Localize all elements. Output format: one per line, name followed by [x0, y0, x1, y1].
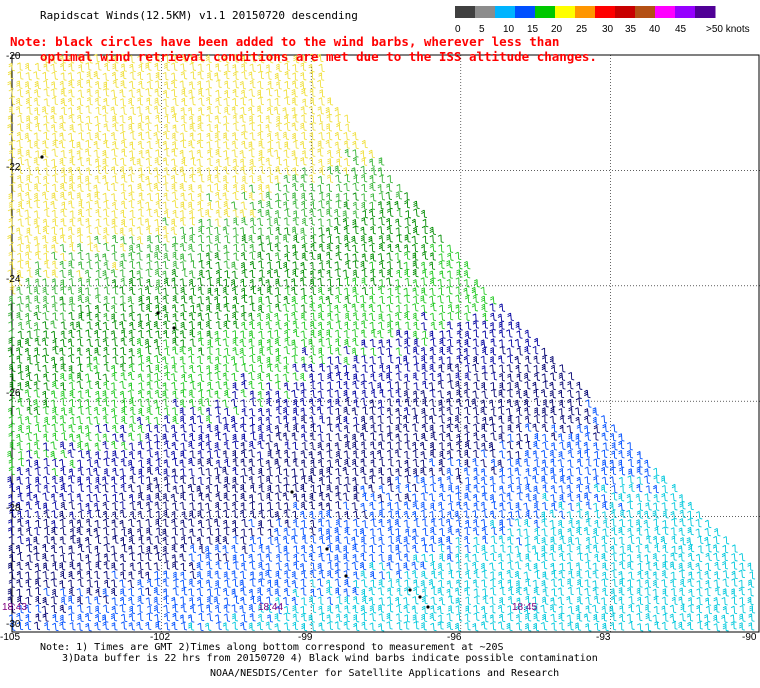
wind-barb-group [7, 148, 403, 339]
longitude-label: -96 [447, 632, 462, 643]
latitude-label: -26 [6, 388, 21, 399]
longitude-label: -105 [0, 632, 20, 643]
legend-label: 0 [455, 24, 461, 35]
legend-label: 40 [649, 24, 661, 35]
longitude-labels: -105 -102 -99 -96 -93 -90 [0, 632, 757, 643]
legend-label: 15 [527, 24, 539, 35]
wind-barb-group [7, 53, 375, 295]
altitude-note-line2: optimal wind retrieval conditions are me… [40, 49, 597, 64]
legend-swatch [455, 6, 476, 18]
contamination-circle [426, 605, 430, 609]
wind-barb-group [188, 467, 756, 632]
longitude-label: -93 [596, 632, 611, 643]
contamination-circle [40, 155, 44, 159]
contamination-circle [408, 588, 412, 592]
legend-swatch [495, 6, 516, 18]
wind-barb-group [7, 303, 540, 546]
footer-note-line1: Note: 1) Times are GMT 2)Times along bot… [40, 642, 504, 653]
legend-swatch [475, 6, 496, 18]
time-label: 18:44 [258, 602, 283, 613]
latitude-label: -30 [6, 619, 21, 630]
contamination-circle [172, 326, 176, 330]
contamination-circle [418, 595, 422, 599]
contamination-circle [156, 311, 160, 315]
legend-label: 5 [479, 24, 485, 35]
legend-swatch [695, 6, 716, 18]
footer-note-line2: 3)Data buffer is 22 hrs from 20150720 4)… [62, 653, 598, 664]
latitude-label: -24 [6, 274, 21, 285]
longitude-label: -90 [742, 632, 757, 643]
latitude-label: -20 [6, 51, 21, 62]
wind-barb-group [7, 346, 600, 630]
legend-swatch [675, 6, 696, 18]
contamination-circle [325, 547, 329, 551]
legend-label: 30 [602, 24, 614, 35]
legend-swatch [635, 6, 656, 18]
wind-barb-group [7, 191, 444, 416]
time-label: 18:43 [2, 602, 27, 613]
legend-label: 35 [625, 24, 637, 35]
legend-label: 45 [675, 24, 687, 35]
legend-swatch [555, 6, 576, 18]
latitude-label: -28 [6, 503, 21, 514]
wind-barb-group [8, 399, 659, 632]
legend-label: 20 [551, 24, 563, 35]
legend-swatch [655, 6, 676, 18]
time-labels: 18:43 18:44 18:45 [2, 602, 537, 613]
contamination-circle [344, 574, 348, 578]
wind-barb-group [7, 243, 497, 477]
legend-swatch [595, 6, 616, 18]
longitude-label: -102 [150, 632, 170, 643]
map-title: Rapidscat Winds(12.5KM) v1.1 20150720 de… [40, 9, 358, 22]
wind-barbs [7, 53, 756, 632]
legend-swatch [575, 6, 596, 18]
longitude-label: -99 [298, 632, 313, 643]
legend-label: >50 knots [706, 24, 750, 35]
footer-credit: NOAA/NESDIS/Center for Satellite Applica… [210, 668, 560, 679]
latitude-labels: -20 -22 -24 -26 -28 -30 [6, 51, 21, 630]
legend-label: 10 [503, 24, 515, 35]
contamination-circles [40, 155, 430, 609]
contamination-circle [290, 490, 294, 494]
latitude-label: -22 [6, 162, 21, 173]
legend-swatch [615, 6, 636, 18]
legend-swatch [515, 6, 536, 18]
altitude-note-line1: Note: black circles have been added to t… [10, 34, 560, 49]
legend-label: 25 [576, 24, 588, 35]
legend-swatch [535, 6, 556, 18]
time-label: 18:45 [512, 602, 537, 613]
wind-speed-legend: 0 5 10 15 20 25 30 35 40 45 >50 knots [455, 6, 750, 35]
